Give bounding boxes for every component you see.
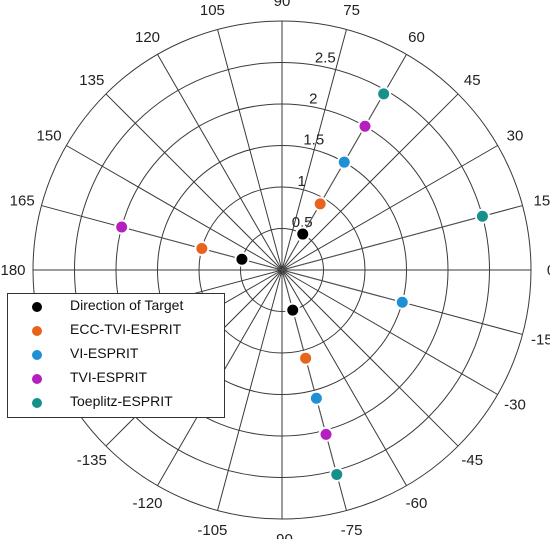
series-points	[114, 86, 490, 482]
series-point	[376, 86, 392, 102]
angle-grid-spoke	[281, 269, 407, 486]
legend-label: VI-ESPRIT	[70, 345, 139, 361]
direction-line	[281, 269, 403, 303]
radius-tick-label: 2.5	[315, 50, 336, 67]
direction-line	[281, 215, 483, 271]
legend-label: TVI-ESPRIT	[70, 369, 148, 385]
angle-tick-label: -30	[504, 397, 526, 414]
series-point	[114, 219, 130, 235]
angle-tick-label: 165	[10, 192, 35, 209]
series-point	[295, 226, 311, 242]
angle-tick-label: 90	[274, 0, 291, 10]
angle-grid-spoke	[281, 269, 459, 447]
radius-tick-label: 1.5	[303, 132, 324, 149]
angle-tick-label: 105	[200, 2, 225, 19]
series-point	[329, 466, 345, 482]
legend-label: Toeplitz-ESPRIT	[70, 393, 173, 409]
angle-tick-label: -90	[271, 531, 293, 539]
series-point	[312, 196, 328, 212]
angle-tick-label: 75	[343, 2, 360, 19]
angle-tick-label: -75	[341, 522, 363, 539]
series-point	[285, 302, 301, 318]
angle-tick-label: 0	[547, 262, 550, 279]
series-point	[474, 208, 490, 224]
legend-label: ECC-TVI-ESPRIT	[70, 321, 182, 337]
angle-tick-label: -45	[461, 452, 483, 469]
legend: Direction of Target ECC-TVI-ESPRIT VI-ES…	[7, 293, 225, 418]
angle-tick-label: -135	[77, 452, 107, 469]
legend-marker	[30, 324, 44, 338]
angle-grid-spoke	[217, 269, 283, 511]
series-point	[357, 118, 373, 134]
angle-tick-label: 135	[79, 72, 104, 89]
legend-marker	[30, 300, 44, 314]
legend-marker	[30, 396, 44, 410]
radius-tick-label: 2	[309, 91, 317, 108]
legend-item-vi-esprit: VI-ESPRIT	[8, 344, 224, 366]
angle-grid-spoke	[281, 269, 498, 395]
radius-tick-label: 1	[298, 173, 306, 190]
legend-label: Direction of Target	[70, 297, 184, 313]
angle-grid-spoke	[217, 29, 283, 271]
legend-marker	[30, 372, 44, 386]
angle-tick-label: -120	[132, 495, 162, 512]
angle-grid-spoke	[66, 145, 283, 271]
angle-tick-label: -15	[531, 332, 550, 349]
legend-item-tvi-esprit: TVI-ESPRIT	[8, 368, 224, 390]
series-point	[336, 154, 352, 170]
legend-item-toeplitz-esprit: Toeplitz-ESPRIT	[8, 392, 224, 414]
angle-tick-label: 150	[37, 128, 62, 145]
legend-marker	[30, 348, 44, 362]
angle-tick-label: -105	[197, 522, 227, 539]
angle-tick-label: 45	[464, 72, 481, 89]
angle-tick-label: 30	[507, 128, 524, 145]
legend-item-direction-of-target: Direction of Target	[8, 296, 224, 318]
series-point	[308, 390, 324, 406]
angle-tick-label: 120	[135, 29, 160, 46]
angle-tick-label: 60	[408, 29, 425, 46]
angle-tick-label: 180	[0, 262, 25, 279]
angle-grid-spoke	[281, 29, 347, 271]
angle-tick-label: 15	[533, 192, 550, 209]
series-point	[234, 251, 250, 267]
angle-grid-spoke	[105, 93, 283, 271]
series-point	[298, 350, 314, 366]
series-point	[318, 426, 334, 442]
angle-tick-label: -60	[406, 495, 428, 512]
angle-grid-spoke	[157, 54, 283, 271]
series-point	[194, 241, 210, 257]
angle-grid-spoke	[281, 145, 498, 271]
legend-item-ecc-tvi-esprit: ECC-TVI-ESPRIT	[8, 320, 224, 342]
angle-grid-spoke	[281, 93, 459, 271]
series-point	[394, 294, 410, 310]
